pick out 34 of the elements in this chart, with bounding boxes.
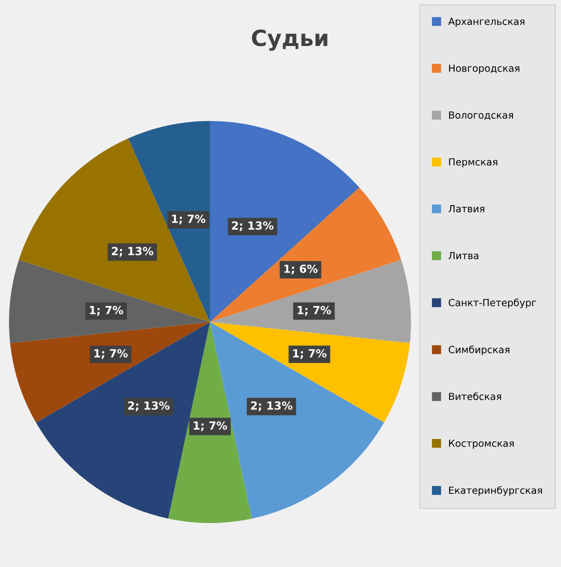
data-label: 1; 7% [194,421,228,432]
data-label: 2; 13% [250,401,292,412]
legend-label: Екатеринбургская [449,486,542,496]
pie-slice [128,121,210,322]
pie-slice [9,260,210,344]
pie-slice [210,322,384,519]
pie-slice [210,188,402,322]
data-label: 1; 7% [94,349,128,359]
legend-label: Литва [448,252,478,260]
data-label: 2; 13% [128,401,170,412]
data-label: 1; 7% [172,214,206,224]
legend-label: Симбирская [448,346,510,356]
data-label: 2; 13% [232,221,274,232]
pie-slice [210,260,411,344]
data-label: 1; 6% [284,264,318,274]
legend-label: Витебская [449,392,502,400]
legend-label: Пермская [449,158,498,168]
data-label: 1; 7% [90,306,124,316]
pie-slice [36,322,210,519]
legend-label: Санкт-Петербург [448,298,536,308]
legend-label: Латвия [448,205,484,212]
pie-slice [168,322,252,523]
legend-label: Архангельская [448,18,524,27]
legend-label: Костромская [449,440,514,449]
text: Судьи [252,29,328,51]
pie-slice [210,322,410,422]
pie-slice [18,138,210,322]
data-label: 2; 13% [112,246,154,257]
pie-slice [210,121,360,322]
data-label: 1; 7% [298,306,332,316]
legend-label: Новгородская [449,64,520,74]
legend-label: Вологодская [449,111,513,120]
pie-slice [10,322,210,422]
data-label: 1; 7% [293,349,326,359]
